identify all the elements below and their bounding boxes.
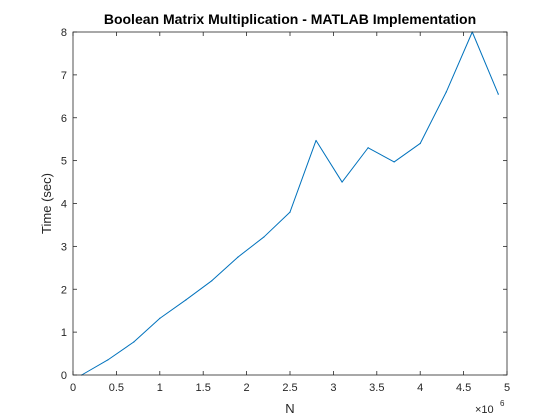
x-tick-label: 1 — [157, 382, 163, 394]
y-tick-label: 1 — [61, 327, 67, 339]
x-tick-label: 2.5 — [282, 382, 297, 394]
data-point — [315, 139, 317, 142]
chart-title: Boolean Matrix Multiplication - MATLAB I… — [104, 11, 476, 27]
data-point — [107, 359, 109, 361]
y-axis-label: Time (sec) — [39, 173, 54, 234]
data-point — [341, 181, 343, 183]
y-tick-label: 5 — [61, 156, 67, 168]
y-tick-label: 3 — [61, 241, 67, 253]
x-tick-label: 3.5 — [369, 382, 384, 394]
y-tick-label: 8 — [61, 27, 67, 39]
data-point — [367, 147, 369, 149]
y-tick-label: 7 — [61, 70, 67, 82]
x-tick-label: 4 — [417, 382, 423, 394]
data-point — [159, 317, 161, 319]
data-point — [211, 280, 213, 282]
data-point — [419, 142, 421, 145]
data-point — [133, 341, 135, 343]
data-point — [237, 256, 239, 258]
x-tick-label: 0 — [70, 382, 76, 394]
data-point — [393, 161, 395, 163]
plot-area-background — [73, 32, 507, 375]
x-axis-label: N — [285, 401, 294, 416]
y-tick-label: 6 — [61, 113, 67, 125]
x-axis-exponent-base: ×10 — [475, 404, 494, 416]
data-point — [263, 236, 265, 238]
series-group — [81, 31, 499, 376]
x-tick-label: 5 — [504, 382, 510, 394]
x-tick-label: 2 — [244, 382, 250, 394]
axes-box — [72, 31, 508, 376]
x-tick-label: 0.5 — [109, 382, 124, 394]
y-tick-label: 2 — [61, 284, 67, 296]
x-tick-label: 4.5 — [456, 382, 471, 394]
data-point — [289, 211, 291, 213]
x-axis-exponent-power: 6 — [500, 399, 505, 408]
data-point — [445, 91, 447, 93]
x-tick-label: 1.5 — [196, 382, 211, 394]
x-tick-label: 3 — [330, 382, 336, 394]
x-axis-exponent: ×10 6 — [475, 399, 505, 416]
x-axis-ticks: 0 0.5 1 1.5 2 2.5 3 3.5 4 4.5 5 — [70, 32, 510, 394]
data-point — [497, 93, 499, 95]
y-axis-ticks: 0 1 2 3 4 5 6 7 8 — [61, 27, 507, 382]
data-point — [185, 299, 187, 301]
y-tick-label: 4 — [61, 199, 67, 211]
y-tick-label: 0 — [61, 370, 67, 382]
